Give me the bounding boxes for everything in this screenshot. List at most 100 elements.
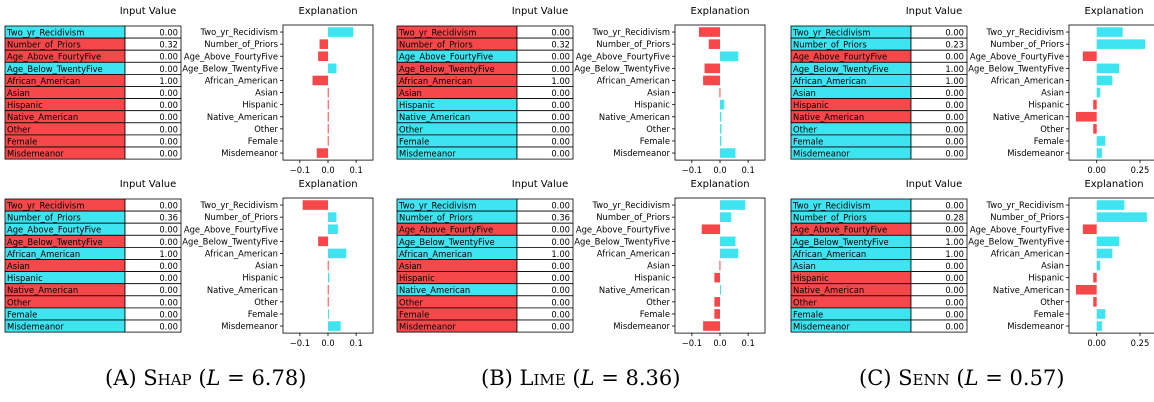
bar [1096,148,1102,158]
bar [327,260,329,271]
feature-value: 1.00 [945,64,964,74]
y-tick-label: Number_of_Priors [204,212,278,222]
feature-value: 0.00 [551,273,570,283]
feature-value: 0.00 [159,225,178,235]
feature-value: 1.00 [945,249,964,259]
feature-value: 0.00 [551,309,570,319]
bar [1096,200,1125,210]
feature-name: African_American [7,249,80,259]
feature-name: Two_yr_Recidivism [6,201,84,211]
bar [714,297,720,307]
feature-value: 0.00 [945,112,964,122]
bar [1093,99,1097,110]
bar [1096,39,1146,49]
feature-name: Misdemeanor [7,322,64,332]
y-tick-label: Female [248,136,278,146]
bar [1096,63,1120,74]
feature-value: 0.00 [551,28,570,38]
feature-name: Female [7,309,37,319]
feature-value: 0.00 [551,297,570,307]
feature-value: 0.23 [945,40,964,50]
bar [719,87,721,98]
bar [1096,212,1147,222]
feature-value: 0.00 [159,237,178,247]
bar [1075,111,1097,122]
bar [1093,297,1097,307]
feature-name: Age_Above_FourtyFive [7,52,101,62]
y-tick-label: Asian [647,88,670,98]
feature-value: 0.00 [551,64,570,74]
y-tick-label: Female [640,309,670,319]
feature-name: Misdemeanor [399,322,456,332]
y-tick-label: Number_of_Priors [990,212,1064,222]
feature-value: 0.00 [551,261,570,271]
bar [302,200,328,210]
feature-value: 0.00 [159,100,178,110]
bar [1096,136,1106,146]
feature-name: Other [793,297,817,307]
bar [720,148,736,158]
input-value-title: Input Value [512,6,569,17]
feature-name: Number_of_Priors [399,213,473,223]
feature-name: African_American [7,76,80,86]
feature-value-cell [516,146,574,160]
input-value-title: Input Value [512,179,569,190]
feature-name: Hispanic [7,273,43,283]
feature-value: 0.00 [945,149,964,159]
feature-value: 0.00 [159,136,178,146]
bar [1093,272,1097,283]
x-tick-label: 0.0 [713,165,726,175]
y-tick-label: Native_American [207,285,278,295]
y-tick-label: Misdemeanor [613,321,670,331]
feature-name: Number_of_Priors [793,40,867,50]
bar [720,124,722,134]
explanation-title: Explanation [1084,6,1143,17]
y-tick-label: Female [1034,309,1064,319]
y-tick-label: Age_Below_TwentyFive [968,63,1064,73]
feature-name: Two_yr_Recidivism [6,28,84,38]
feature-value-cell [910,319,968,333]
feature-name: Number_of_Priors [7,40,81,50]
y-tick-label: Misdemeanor [613,148,670,158]
feature-name: Other [7,297,31,307]
y-tick-label: Female [640,136,670,146]
feature-value-cell [124,146,182,160]
bar [327,87,329,98]
bar [714,309,720,319]
feature-name: Two_yr_Recidivism [398,28,476,38]
y-tick-label: Other [646,297,670,307]
feature-name: Female [793,309,823,319]
feature-name: Female [399,309,429,319]
feature-value: 0.32 [159,40,178,50]
feature-value-cell [910,146,968,160]
bar [328,63,337,74]
feature-value: 0.36 [551,213,570,223]
y-tick-label: Hispanic [634,273,670,283]
feature-name: Asian [399,88,422,98]
feature-name: Misdemeanor [399,149,456,159]
y-tick-label: Misdemeanor [1007,148,1064,158]
caption-b: (B) Lime (L = 8.36) [481,366,681,390]
feature-name: Misdemeanor [793,322,850,332]
caption-c: (C) Senn (L = 0.57) [859,366,1065,390]
explanation-title: Explanation [298,6,357,17]
y-tick-label: Age_Above_FourtyFive [970,51,1064,61]
bar [719,260,721,271]
y-tick-label: Age_Above_FourtyFive [184,224,278,234]
y-tick-label: African_American [597,75,670,85]
y-tick-label: Other [646,124,670,134]
feature-name: African_American [793,249,866,259]
y-tick-label: African_American [991,75,1064,85]
input-value-title: Input Value [906,179,963,190]
feature-name: Misdemeanor [793,149,850,159]
feature-name: Hispanic [793,273,829,283]
feature-value: 0.00 [551,322,570,332]
feature-name: Other [793,124,817,134]
panel-senn-2: Input Value Two_yr_Recidivism 0.00 Number_o… [790,179,1154,348]
bar [327,297,329,307]
y-tick-label: African_American [991,248,1064,258]
feature-value: 0.00 [551,52,570,62]
input-value-title: Input Value [120,179,177,190]
y-tick-label: Other [1040,124,1064,134]
feature-value: 0.00 [945,322,964,332]
